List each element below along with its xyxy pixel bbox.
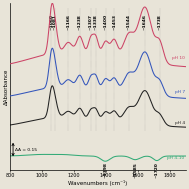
- Text: ~1738: ~1738: [158, 14, 162, 30]
- Text: ~1081: ~1081: [53, 14, 57, 30]
- Text: ~1400: ~1400: [104, 14, 108, 30]
- X-axis label: Wavenumbers (cm⁻¹): Wavenumbers (cm⁻¹): [68, 180, 127, 186]
- Text: pH 4-10: pH 4-10: [167, 156, 185, 160]
- Text: ~1060: ~1060: [49, 14, 53, 30]
- Text: ~1544: ~1544: [127, 14, 131, 30]
- Text: pH 10: pH 10: [172, 56, 185, 60]
- Y-axis label: ΔAbsorbance: ΔAbsorbance: [3, 68, 9, 105]
- Text: ~1398: ~1398: [103, 163, 107, 178]
- Text: ~1453: ~1453: [112, 14, 116, 30]
- Text: ~1238: ~1238: [78, 14, 82, 30]
- Text: ~1720: ~1720: [155, 163, 159, 178]
- Text: ~1307: ~1307: [89, 14, 93, 30]
- Text: ~1585: ~1585: [133, 163, 137, 178]
- Text: pH 4: pH 4: [175, 121, 185, 125]
- Text: pH 7: pH 7: [175, 90, 185, 94]
- Text: ~1338: ~1338: [94, 14, 98, 30]
- Text: ΔA = 0.15: ΔA = 0.15: [15, 148, 38, 152]
- Text: ~1166: ~1166: [66, 14, 70, 30]
- Text: ~1646: ~1646: [143, 14, 147, 30]
